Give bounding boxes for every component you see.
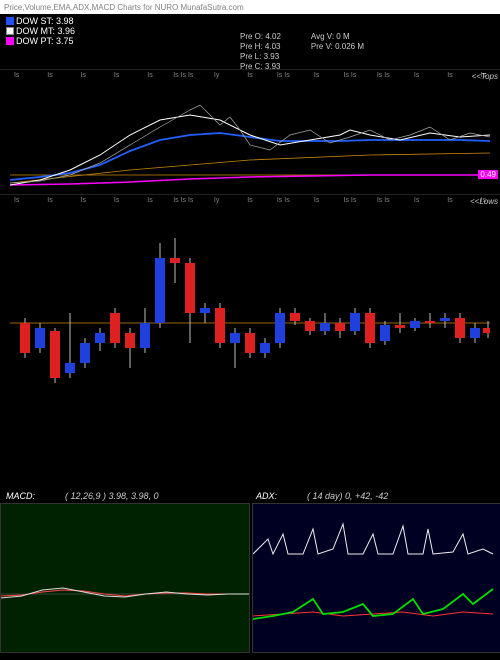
macd-panel [0,503,250,653]
tick-row-top: IsIsIsIsIsIs Is IsIyIsIs IsIsIs IsIs IsI… [0,72,500,79]
header-title: Price,Volume,EMA,ADX,MACD Charts for NUR… [4,3,244,12]
legend-area: DOW ST: 3.98 DOW MT: 3.96 DOW PT: 3.75 P… [0,14,500,69]
macd-svg [1,504,249,652]
legend-box-mt [6,27,14,35]
pre-h: Pre H: 4.03 [240,42,281,51]
lows-label: <<Lows [470,197,498,206]
pre-o: Pre O: 4.02 [240,32,281,41]
legend-label-pt: DOW PT: 3.75 [16,36,74,46]
macd-subtitle: ( 12,26,9 ) 3.98, 3.98, 0 [65,491,159,501]
line-panel: IsIsIsIsIsIs Is IsIyIsIs IsIsIs IsIs IsI… [0,69,500,194]
bottom-panels [0,503,500,653]
spacer [0,429,500,489]
info-grid: Pre O: 4.02 Pre H: 4.03 Pre L: 3.93 Pre … [240,32,364,71]
info-col-1: Pre O: 4.02 Pre H: 4.03 Pre L: 3.93 Pre … [240,32,281,71]
avg-v: Avg V: 0 M [311,32,364,41]
line-chart-svg [10,85,490,195]
legend-box-pt [6,37,14,45]
candle-chart-svg [10,213,490,428]
pre-l: Pre L: 3.93 [240,52,281,61]
tick-row-mid: IsIsIsIsIsIs Is IsIyIsIs IsIsIs IsIs IsI… [0,197,500,204]
adx-title: ADX: [256,491,277,501]
macd-title: MACD: [6,491,35,501]
legend-label-st: DOW ST: 3.98 [16,16,74,26]
info-col-2: Avg V: 0 M Pre V: 0.026 M [311,32,364,71]
price-marker: 0.49 [478,170,498,179]
adx-subtitle: ( 14 day) 0, +42, -42 [307,491,388,501]
header-bar: Price,Volume,EMA,ADX,MACD Charts for NUR… [0,0,500,14]
legend-label-mt: DOW MT: 3.96 [16,26,75,36]
candle-panel: IsIsIsIsIsIs Is IsIyIsIs IsIsIs IsIs IsI… [0,194,500,429]
adx-svg [253,504,500,652]
legend-box-st [6,17,14,25]
adx-panel [252,503,500,653]
pre-v: Pre V: 0.026 M [311,42,364,51]
tops-label: <<Tops [472,72,498,81]
legend-dow-st: DOW ST: 3.98 [6,16,494,26]
sub-titles-row: MACD: ( 12,26,9 ) 3.98, 3.98, 0 ADX: ( 1… [0,489,500,503]
